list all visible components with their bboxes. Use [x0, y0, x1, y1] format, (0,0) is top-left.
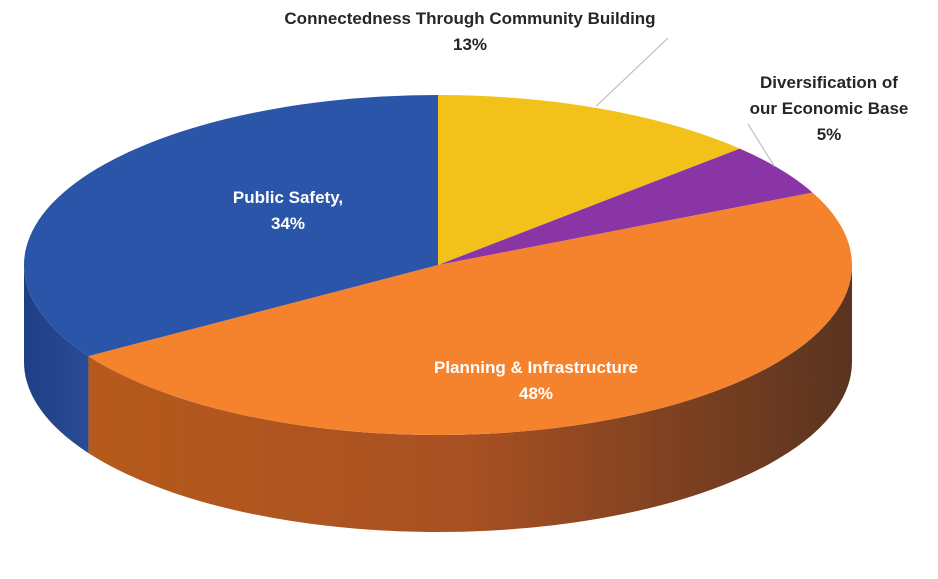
label-connectedness-name: Connectedness Through Community Building [284, 9, 655, 28]
label-planning: Planning & Infrastructure 48% [434, 358, 638, 403]
pie-slices [24, 95, 852, 435]
label-connectedness-value: 13% [453, 35, 487, 54]
label-public-safety-name: Public Safety, [233, 188, 343, 207]
label-planning-value: 48% [519, 384, 553, 403]
leader-lines [596, 37, 775, 167]
label-public-safety-value: 34% [271, 214, 305, 233]
pie-side-walls [24, 265, 852, 532]
label-planning-name: Planning & Infrastructure [434, 358, 638, 377]
slice-public-safety-side [24, 265, 89, 454]
label-diversification-line1: Diversification of [760, 73, 898, 92]
leader-line-connectedness [596, 37, 669, 107]
label-diversification-line2: our Economic Base [750, 99, 909, 118]
slice-planning-side [88, 265, 852, 532]
leader-line-diversification [747, 123, 775, 167]
slice-connectedness [438, 95, 740, 265]
label-public-safety: Public Safety, 34% [233, 188, 343, 233]
label-diversification: Diversification of our Economic Base 5% [750, 73, 909, 144]
slice-diversification [438, 148, 813, 265]
slice-public-safety [24, 95, 439, 357]
slice-planning [88, 192, 852, 435]
label-diversification-value: 5% [817, 125, 842, 144]
label-connectedness: Connectedness Through Community Building… [284, 9, 655, 54]
